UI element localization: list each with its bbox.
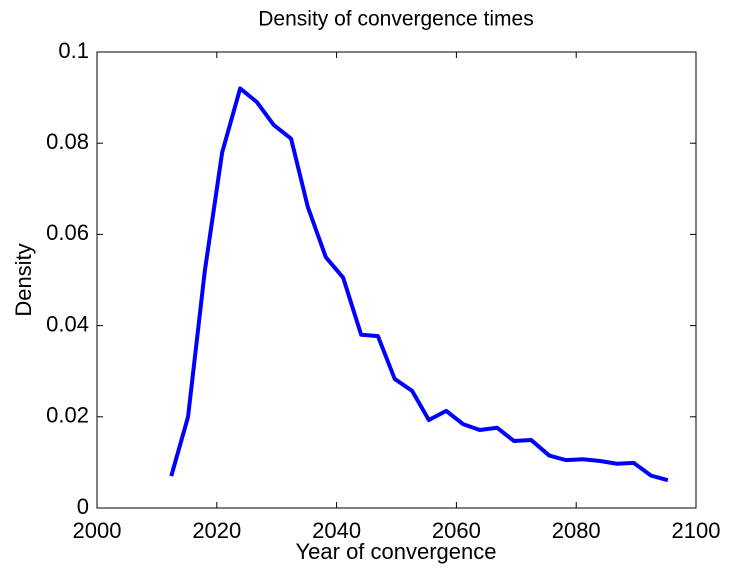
x-tick-label: 2000 — [73, 518, 122, 543]
plot-frame — [96, 51, 697, 509]
y-tick-label: 0.04 — [46, 311, 89, 336]
chart-title: Density of convergence times — [258, 8, 533, 31]
data-line — [169, 86, 669, 483]
x-tick-label: 2060 — [432, 518, 481, 543]
y-axis-label: Density — [11, 243, 36, 316]
x-tick-label: 2020 — [192, 518, 241, 543]
x-tick-label: 2100 — [672, 518, 721, 543]
y-tick-label: 0.06 — [46, 220, 89, 245]
x-tick-label: 2080 — [552, 518, 601, 543]
x-tick-label: 2040 — [312, 518, 361, 543]
y-tick-label: 0.1 — [58, 38, 89, 63]
y-tick-label: 0.02 — [46, 403, 89, 428]
x-axis-label: Year of convergence — [296, 539, 497, 564]
y-tick-label: 0 — [77, 494, 89, 519]
y-tick-label: 0.08 — [46, 129, 89, 154]
